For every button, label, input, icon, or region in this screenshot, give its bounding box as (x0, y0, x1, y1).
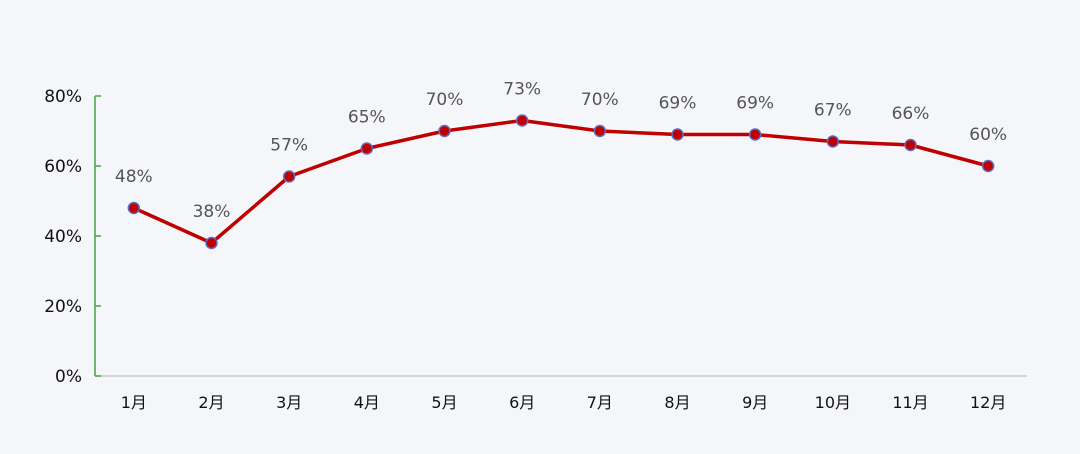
x-tick-label: 12月 (970, 393, 1006, 412)
data-label: 38% (193, 202, 231, 222)
x-tick-label: 2月 (198, 393, 224, 412)
data-point (360, 142, 374, 155)
x-tick-label: 8月 (664, 393, 690, 412)
data-point (671, 128, 684, 141)
data-label: 57% (270, 136, 308, 156)
data-point (904, 138, 917, 152)
y-tick-label: 20% (44, 297, 82, 317)
data-label: 69% (736, 94, 774, 114)
y-tick-label: 80% (44, 87, 82, 107)
x-tick-label: 6月 (509, 393, 535, 412)
x-tick-label: 1月 (121, 393, 147, 412)
x-tick-label: 9月 (742, 393, 768, 412)
x-tick-label: 3月 (276, 393, 302, 412)
y-tick-label: 60% (44, 157, 82, 177)
data-point (282, 170, 296, 183)
data-point (127, 201, 141, 215)
data-label: 60% (969, 125, 1007, 145)
data-label: 70% (581, 90, 619, 110)
data-label: 48% (115, 167, 153, 187)
x-tick-label: 7月 (587, 393, 613, 412)
x-tick-label: 4月 (354, 393, 380, 412)
data-point (438, 124, 451, 138)
x-tick-label: 10月 (815, 393, 851, 412)
data-label: 70% (426, 90, 464, 110)
data-point (515, 114, 529, 127)
y-tick-label: 40% (44, 227, 82, 247)
data-point (981, 159, 995, 173)
x-tick-label: 5月 (431, 393, 457, 412)
data-label: 69% (659, 94, 697, 114)
series-line (133, 118, 989, 245)
y-tick-label: 0% (55, 367, 82, 387)
data-label: 65% (348, 108, 386, 128)
data-point (593, 124, 607, 138)
data-label: 67% (814, 101, 852, 121)
data-label: 66% (892, 104, 930, 124)
data-point (748, 128, 762, 141)
data-label: 73% (503, 80, 541, 100)
data-point (205, 236, 218, 250)
x-tick-label: 11月 (892, 393, 928, 412)
data-point (826, 135, 840, 148)
